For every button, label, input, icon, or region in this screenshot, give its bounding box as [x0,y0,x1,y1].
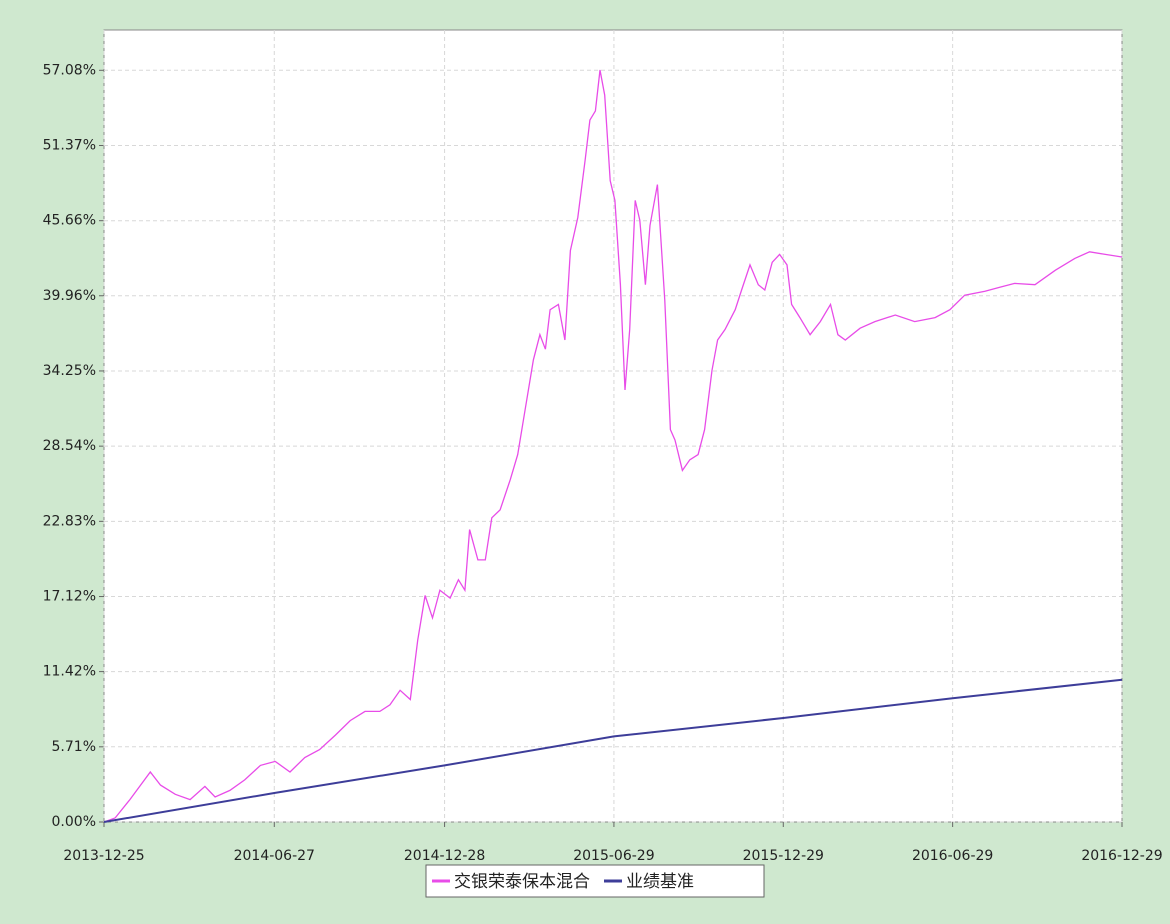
y-tick-label: 28.54% [43,438,96,454]
y-tick-label: 34.25% [43,363,96,379]
x-tick-label: 2014-06-27 [234,848,315,864]
y-tick-label: 0.00% [52,814,96,830]
x-tick-label: 2014-12-28 [404,848,485,864]
series-line [103,69,1123,823]
series-line [103,678,1123,823]
y-tick-label: 51.37% [43,137,96,153]
y-tick-label: 5.71% [52,739,96,755]
legend-label: 业绩基准 [626,872,694,892]
legend-label: 交银荣泰保本混合 [454,872,590,892]
x-tick-label: 2016-12-29 [1081,848,1162,864]
y-tick-label: 17.12% [43,589,96,605]
y-tick-label: 22.83% [43,513,96,529]
x-tick-label: 2015-06-29 [573,848,654,864]
plot-area [103,29,1123,823]
y-tick-label: 11.42% [43,664,96,680]
legend [425,864,765,898]
y-tick-label: 39.96% [43,288,96,304]
y-tick-label: 57.08% [43,62,96,78]
y-tick-label: 45.66% [43,213,96,229]
x-tick-label: 2016-06-29 [912,848,993,864]
x-tick-label: 2013-12-25 [63,848,144,864]
x-tick-label: 2015-12-29 [743,848,824,864]
